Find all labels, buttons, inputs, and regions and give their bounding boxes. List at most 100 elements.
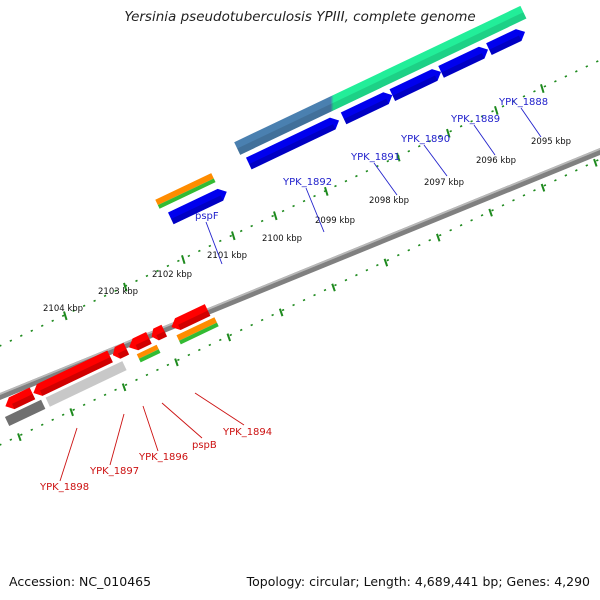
major-tick: [396, 152, 401, 162]
forward-gene-label: YPK_1889: [450, 114, 500, 125]
tick-dot: [355, 273, 358, 277]
tick-dot: [543, 184, 547, 187]
tick-dot: [40, 324, 44, 327]
tick-dot: [585, 65, 589, 68]
tick-dot: [491, 209, 494, 212]
tick-dot: [271, 313, 274, 317]
reverse-gene-label: YPK_1894: [222, 427, 272, 438]
tick-dot: [30, 428, 34, 431]
tick-dot: [114, 289, 117, 293]
tick-dot: [19, 334, 23, 337]
tick-dot: [30, 329, 34, 332]
kbp-label: 2103 kbp: [98, 287, 138, 297]
tick-dot: [9, 339, 13, 342]
tick-dot: [407, 248, 411, 252]
tick-dot: [480, 115, 484, 118]
forward-gene-arrow-pspF-shade: [171, 195, 224, 225]
tick-dot: [229, 333, 233, 337]
reverse-gene-arrow: [112, 342, 130, 359]
tick-dot: [323, 288, 327, 292]
forward-gene-arrow-pspF: [167, 188, 227, 225]
tick-dot: [501, 204, 505, 207]
tick-dot: [166, 264, 170, 268]
reverse-gene-arrow: [151, 324, 168, 341]
reverse-gene-arrow-shade: [178, 310, 211, 331]
tick-dot: [177, 358, 180, 362]
kbp-label: 2100 kbp: [262, 234, 302, 244]
reverse-gene-label: YPK_1898: [39, 482, 89, 493]
tick-dot: [585, 164, 589, 167]
tick-dot: [197, 249, 201, 253]
tick-dot: [595, 159, 599, 162]
feature-gray-dark: [4, 399, 46, 427]
kbp-label: 2096 kbp: [476, 156, 516, 166]
major-tick: [436, 233, 441, 242]
kbp-label: 2101 kbp: [207, 251, 247, 261]
tick-dot: [292, 303, 295, 307]
backbone-highlight: [0, 148, 600, 395]
tick-dot: [166, 363, 170, 367]
feature-green: [157, 178, 216, 209]
tick-dot: [281, 308, 285, 312]
leader-line: [423, 144, 448, 177]
reverse-gene-arrow-shade: [11, 393, 36, 410]
tick-dot: [281, 209, 285, 213]
tick-dot: [156, 368, 159, 372]
feature-green: [179, 322, 219, 345]
major-tick: [383, 258, 389, 267]
tick-dot: [0, 344, 2, 347]
tick-dot: [239, 328, 243, 332]
tick-dot: [449, 130, 452, 133]
tick-dot: [93, 398, 96, 402]
inner-tick-ring: [0, 158, 599, 446]
tick-dot: [417, 244, 421, 247]
major-tick: [540, 84, 545, 94]
kbp-label: 2104 kbp: [43, 304, 83, 314]
tick-dot: [564, 174, 568, 177]
operon-band-teal: [234, 5, 527, 155]
leader-line: [205, 221, 223, 265]
tick-dot: [407, 149, 411, 153]
major-tick: [69, 408, 74, 417]
tick-dot: [344, 278, 348, 282]
major-tick: [123, 282, 128, 292]
leader-line: [373, 162, 398, 196]
tick-dot: [19, 433, 23, 436]
tick-dot: [82, 403, 86, 407]
tick-dot: [302, 199, 306, 203]
tick-dot: [292, 204, 295, 208]
reverse-gene-label: pspB: [192, 440, 217, 451]
major-tick: [121, 383, 127, 392]
tick-dot: [554, 179, 557, 182]
leader-line: [59, 427, 78, 482]
tick-dot: [135, 279, 138, 283]
feature-green: [138, 349, 161, 363]
major-tick: [324, 186, 329, 196]
tick-dot: [501, 105, 505, 108]
tick-dot: [543, 85, 547, 88]
tick-dot: [438, 135, 442, 138]
tick-dot: [103, 393, 107, 397]
tick-dot: [365, 169, 369, 173]
forward-gene-arrow-shade: [489, 35, 522, 56]
tick-dot: [376, 263, 379, 267]
feature-orange: [176, 317, 217, 341]
tick-dot: [156, 269, 159, 273]
forward-gene-label: pspF: [195, 211, 219, 222]
tick-dot: [512, 100, 515, 103]
label-layer: 2095 kbp 2096 kbp 2097 kbp 2098 kbp 2099 kbp…: [39, 97, 571, 493]
major-tick: [226, 333, 232, 342]
tick-dot: [313, 293, 316, 297]
outer-tick-ring: [0, 60, 599, 347]
tick-dot: [208, 343, 212, 347]
reverse-gene-arrow: [33, 350, 113, 396]
forward-gene-arrow-shade: [441, 53, 485, 78]
tick-dot: [522, 194, 526, 197]
major-tick: [278, 308, 284, 317]
forward-gene-label: YPK_1891: [350, 152, 400, 163]
forward-gene-label: YPK_1892: [282, 177, 332, 188]
tick-dot: [0, 443, 2, 446]
reverse-gene-arrow: [129, 332, 152, 351]
tick-dot: [103, 294, 107, 298]
forward-gene-arrow: [438, 46, 489, 78]
